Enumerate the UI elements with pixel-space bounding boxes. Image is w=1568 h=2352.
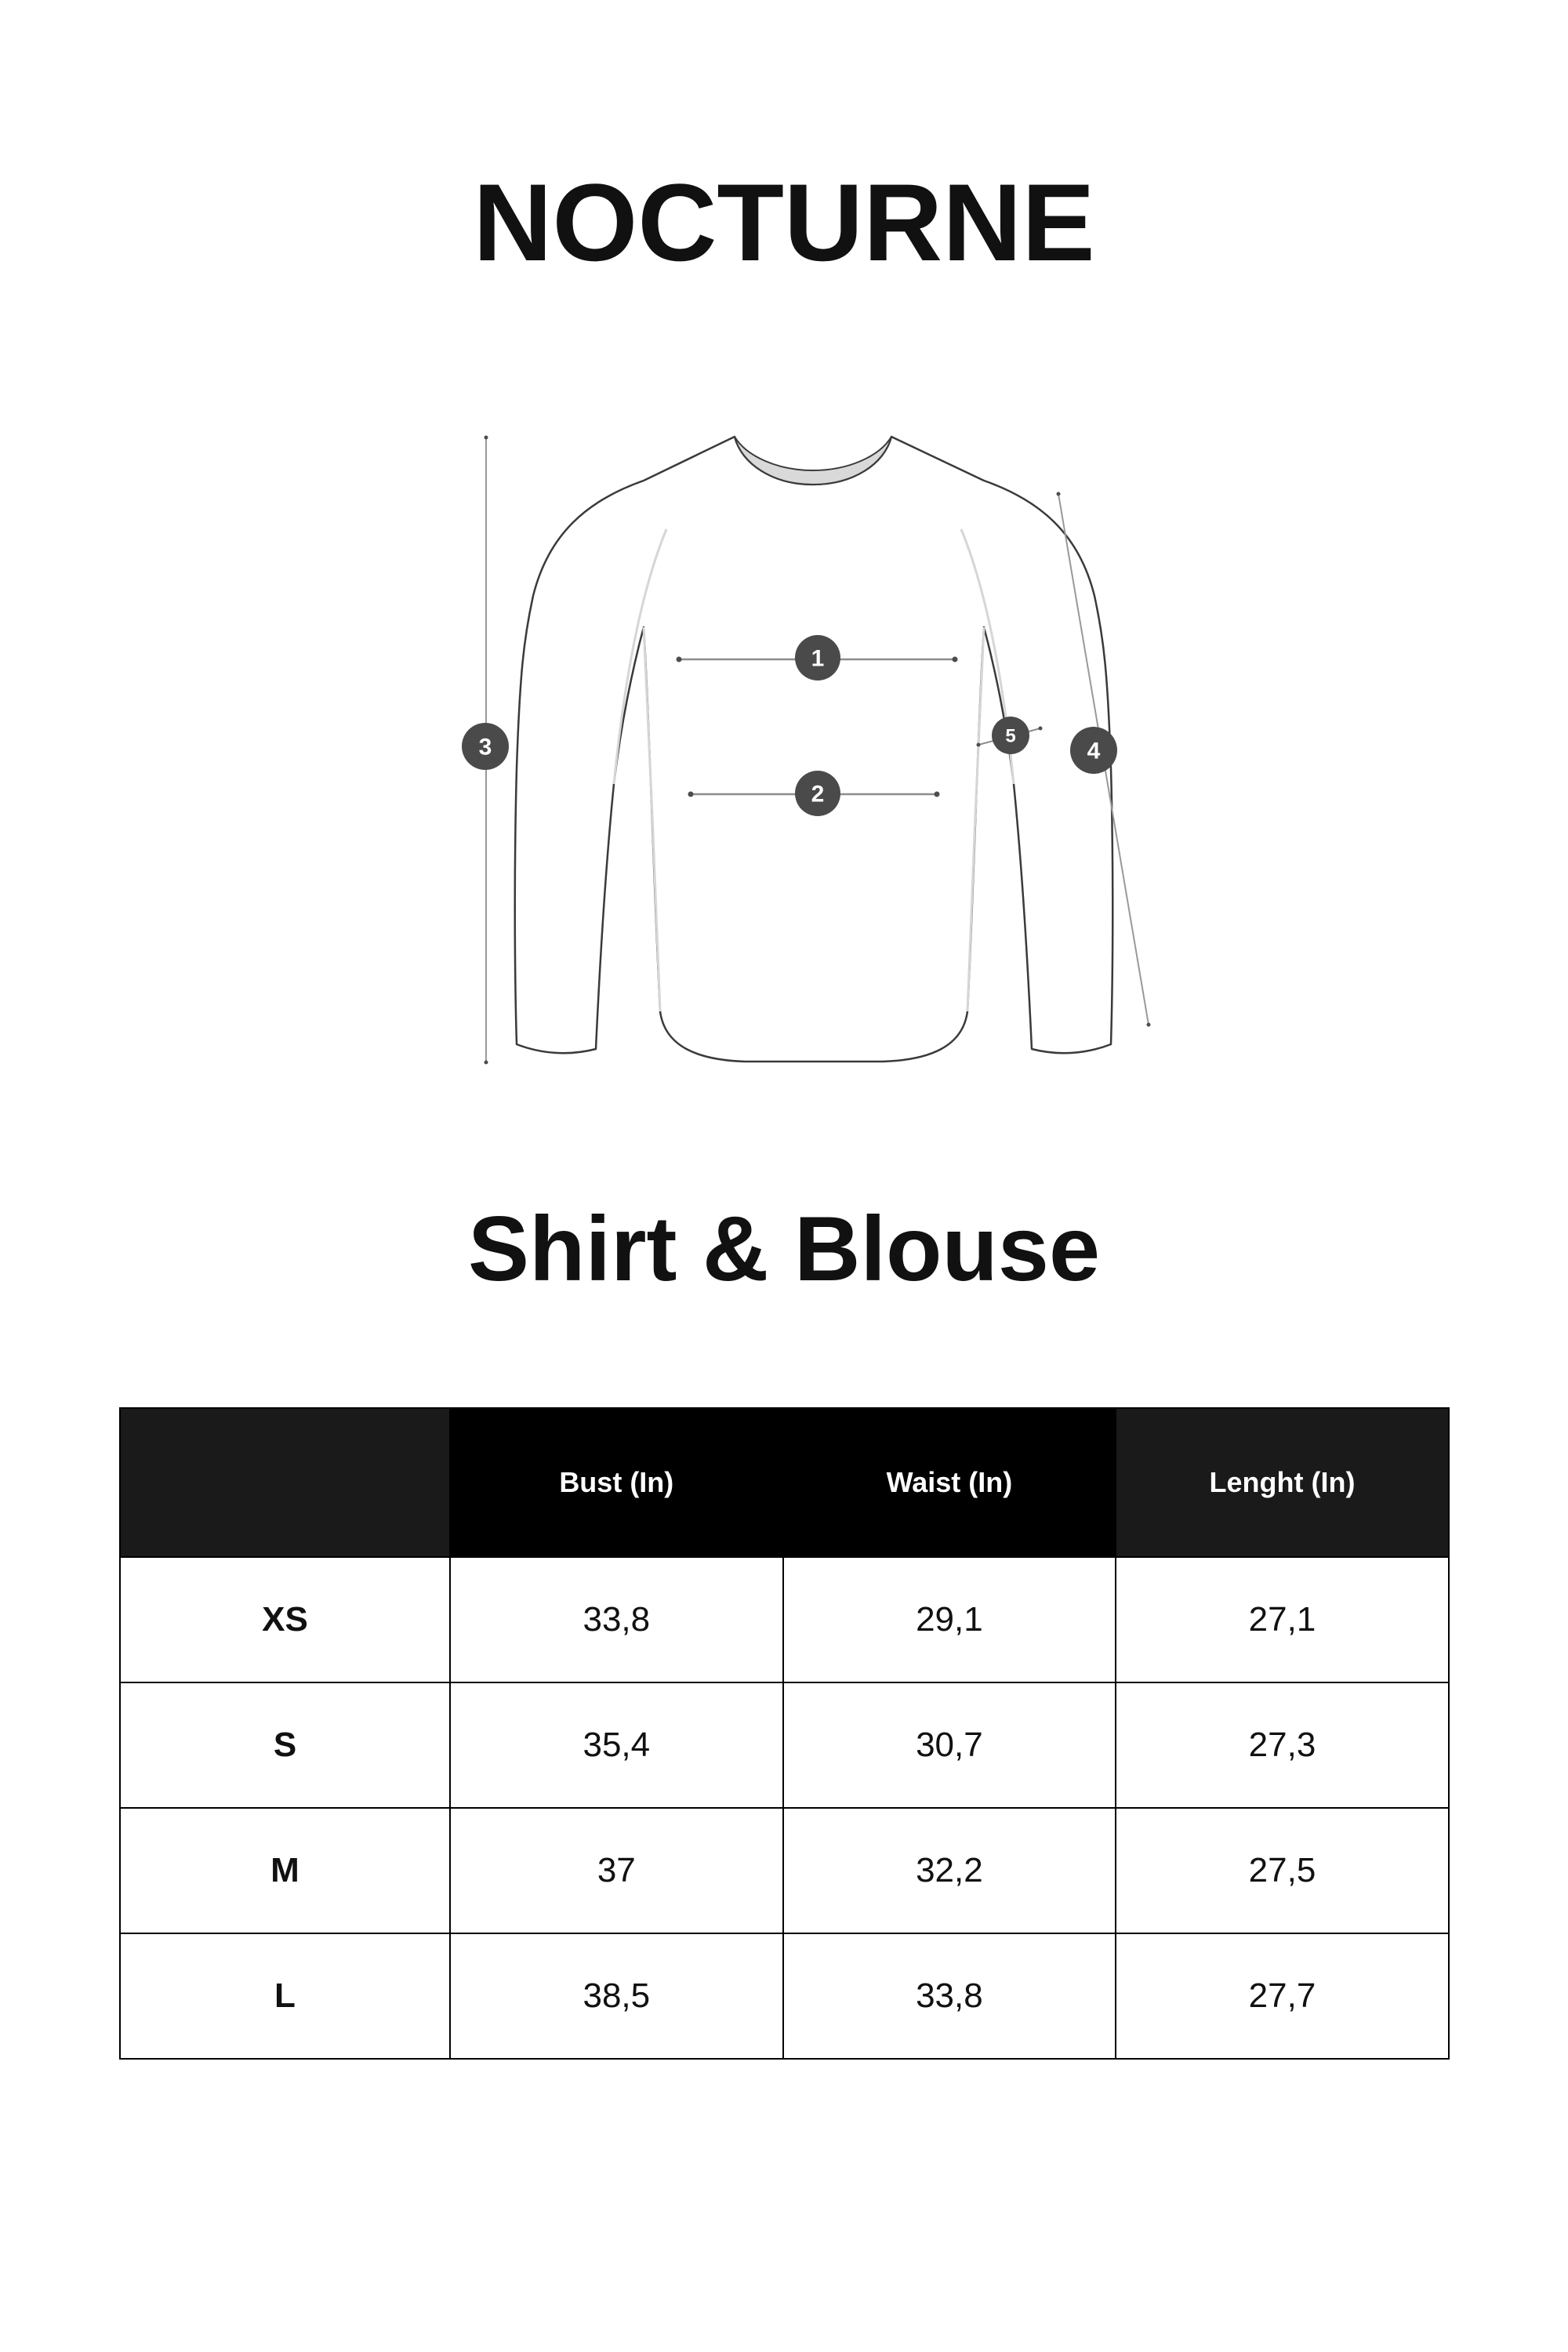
svg-text:4: 4 xyxy=(1087,739,1101,764)
svg-text:1: 1 xyxy=(811,646,825,672)
svg-text:3: 3 xyxy=(479,735,492,760)
svg-text:2: 2 xyxy=(811,782,825,808)
svg-text:5: 5 xyxy=(1005,726,1015,747)
